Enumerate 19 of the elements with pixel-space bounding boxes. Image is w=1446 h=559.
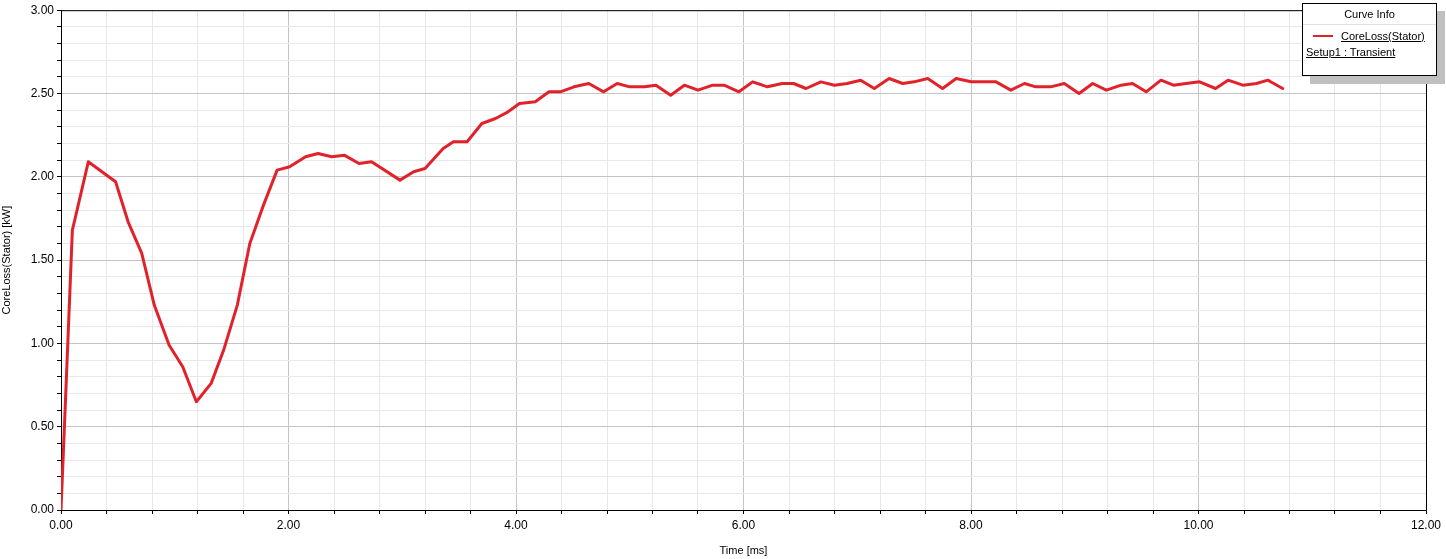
x-tick-label: 12.00 xyxy=(1410,517,1442,532)
y-tick-label: 3.00 xyxy=(30,2,55,17)
x-tick-label: 0.00 xyxy=(49,517,73,532)
y-tick-label: 0.50 xyxy=(30,419,55,434)
y-tick-label: 1.50 xyxy=(30,252,55,267)
x-axis-title: Time [ms] xyxy=(719,544,768,557)
y-tick-label: 2.50 xyxy=(30,85,55,100)
x-tick-label: 6.00 xyxy=(731,517,756,532)
x-tick-label: 8.00 xyxy=(959,517,983,532)
legend-title: Curve Info xyxy=(1344,8,1395,20)
annotation: Setup1 : Transient xyxy=(1306,46,1396,58)
legend-label: CoreLoss(Stator) xyxy=(1341,29,1425,42)
y-tick-label: 0.00 xyxy=(30,502,55,517)
x-tick-label: 2.00 xyxy=(276,517,301,532)
y-tick-label: 2.00 xyxy=(30,169,55,184)
y-axis-title: CoreLoss(Stator) [kW] xyxy=(0,205,12,315)
x-tick-label: 4.00 xyxy=(504,517,528,532)
x-tick-label: 10.00 xyxy=(1183,517,1214,532)
y-tick-label: 1.00 xyxy=(30,335,55,350)
